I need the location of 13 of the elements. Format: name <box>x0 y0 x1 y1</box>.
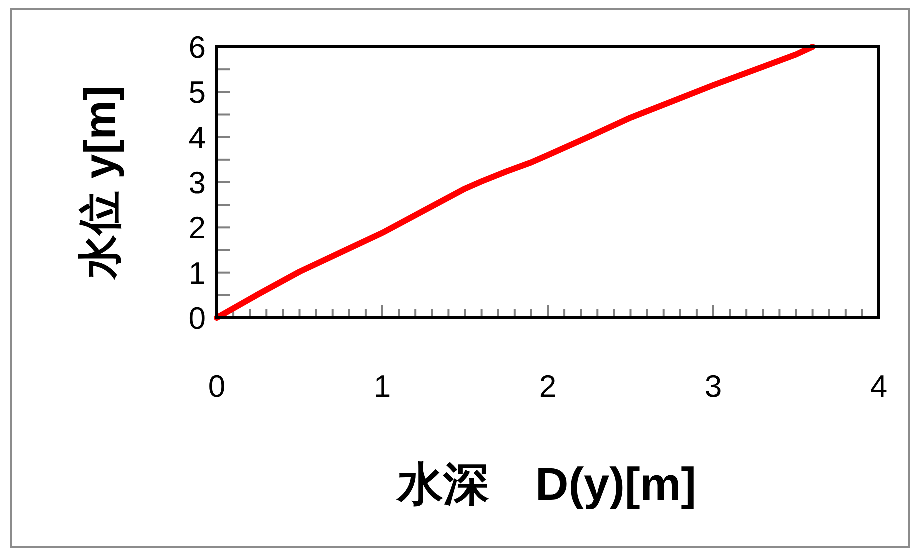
y-tick-label: 0 <box>188 301 206 336</box>
x-tick-label: 3 <box>704 369 722 404</box>
x-axis-title: 水深 D(y)[m] <box>396 458 696 510</box>
y-tick-label: 2 <box>188 210 206 246</box>
y-axis-title: 水位 y[m] <box>76 86 125 282</box>
y-tick-label: 4 <box>188 120 206 156</box>
y-tick-label: 3 <box>188 166 206 200</box>
y-tick-label: 5 <box>188 75 206 110</box>
x-tick-label: 2 <box>539 369 557 404</box>
x-tick-label: 4 <box>870 369 888 404</box>
y-tick-label: 1 <box>188 256 206 291</box>
x-tick-label: 1 <box>374 369 392 404</box>
y-tick-label: 6 <box>188 30 206 65</box>
